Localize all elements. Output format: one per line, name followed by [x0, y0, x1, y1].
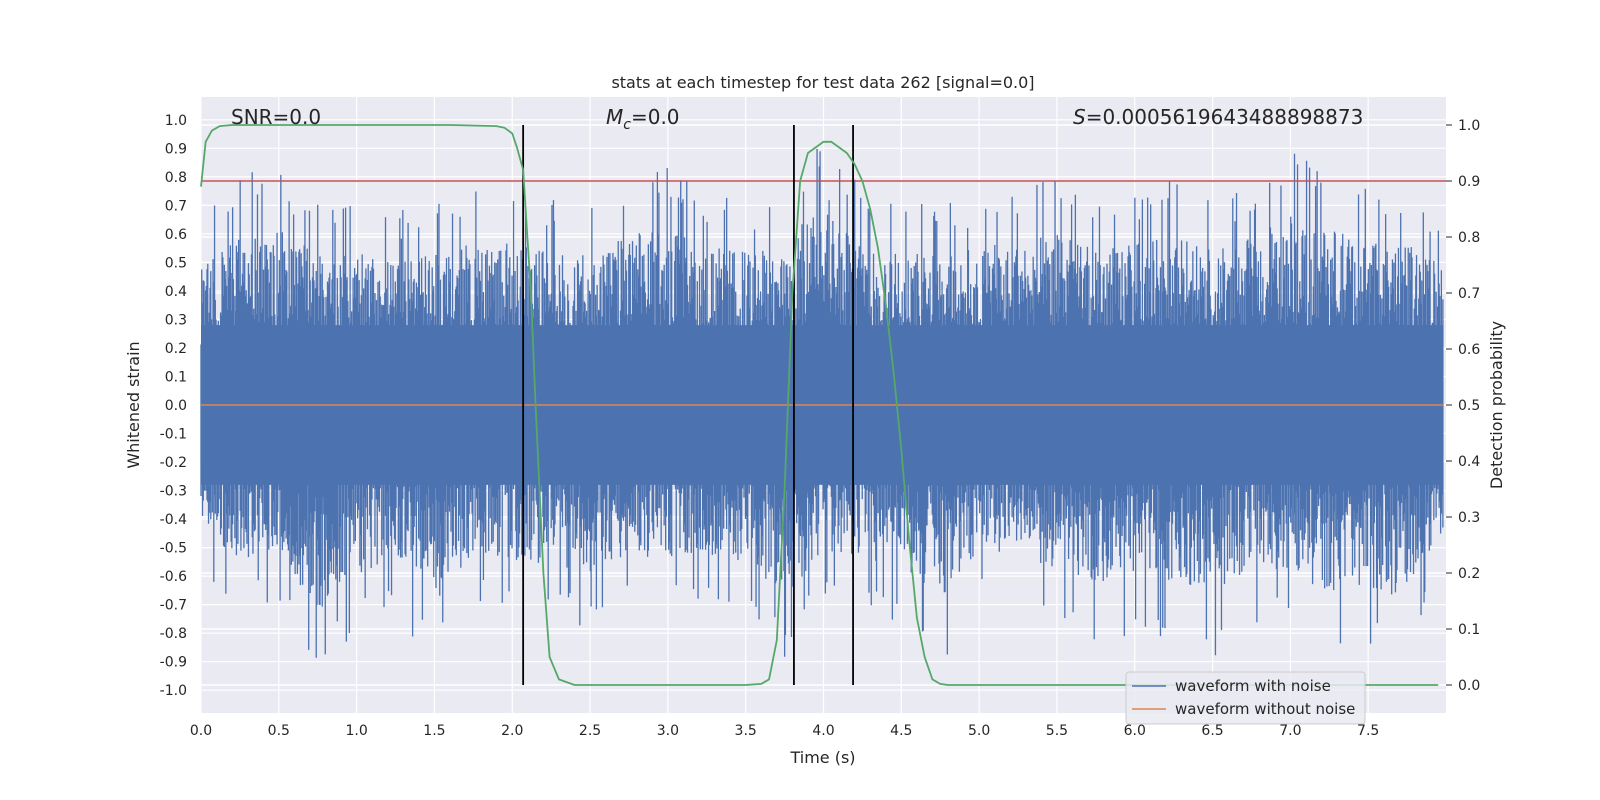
- y-right-tick-label: 0.7: [1458, 286, 1480, 302]
- x-tick-label: 2.5: [579, 723, 601, 739]
- y-tick-label: -0.8: [160, 626, 187, 642]
- y-tick-label: -0.1: [160, 427, 187, 443]
- chirp-mass-annotation: Mc=0.0: [606, 105, 680, 133]
- x-tick-label: 5.5: [1046, 723, 1068, 739]
- y-tick-label: -0.4: [160, 512, 187, 528]
- y-tick-label: 0.7: [165, 198, 187, 214]
- chart-marks: [200, 124, 1446, 686]
- y-tick-label: 0.5: [165, 255, 187, 271]
- chart-title: stats at each timestep for test data 262…: [611, 73, 1034, 92]
- y-tick-label: 0.9: [165, 141, 187, 157]
- legend-box: [1125, 671, 1366, 725]
- y-tick-label: 1.0: [165, 113, 187, 129]
- s-value: =0.0005619643488898873: [1086, 105, 1364, 129]
- y-right-tick-label: 0.6: [1458, 342, 1480, 358]
- x-axis-label: Time (s): [789, 748, 855, 767]
- x-tick-label: 4.5: [890, 723, 912, 739]
- snr-annotation: SNR=0.0: [231, 105, 321, 129]
- x-tick-label: 1.5: [423, 723, 445, 739]
- y-right-tick-label: 0.2: [1458, 566, 1480, 582]
- y-tick-labels: 1.0 0.9 0.8 0.7 0.6 0.5 0.4 0.3 0.2 0.1 0.0 -0.1 -0.…: [160, 113, 187, 699]
- y-tick-label: 0.1: [165, 369, 187, 385]
- chirp-mass-symbol: M: [606, 105, 623, 129]
- chirp-mass-value: =0.0: [631, 105, 680, 129]
- y-tick-label: -0.6: [160, 569, 187, 585]
- legend-label-noise: waveform with noise: [1175, 677, 1331, 695]
- y-tick-label: -0.7: [160, 598, 187, 614]
- y-tick-label: -1.0: [160, 683, 187, 699]
- x-tick-label: 7.5: [1357, 723, 1379, 739]
- y-right-tick-label: 0.9: [1458, 174, 1480, 190]
- x-tick-label: 0.0: [190, 723, 212, 739]
- x-tick-label: 0.5: [268, 723, 290, 739]
- y-right-tick-label: 1.0: [1458, 118, 1480, 134]
- y-tick-label: 0.3: [165, 312, 187, 328]
- x-tick-label: 2.0: [501, 723, 523, 739]
- y-tick-label: 0.8: [165, 170, 187, 186]
- x-tick-label: 3.0: [657, 723, 679, 739]
- y-tick-label: -0.3: [160, 484, 187, 500]
- y-right-tick-label: 0.8: [1458, 230, 1480, 246]
- y-tick-label: 0.6: [165, 227, 187, 243]
- series-detection-probability: [200, 124, 1439, 686]
- s-annotation: S=0.0005619643488898873: [1073, 105, 1363, 129]
- y-axis-label: Whitened strain: [124, 341, 143, 468]
- legend-label-clean: waveform without noise: [1175, 700, 1355, 718]
- y-right-tick-label: 0.0: [1458, 678, 1480, 694]
- y-right-tick-labels: 1.0 0.9 0.8 0.7 0.6 0.5 0.4 0.3 0.2 0.1 0.0: [1446, 118, 1480, 694]
- y-tick-label: 0.0: [165, 398, 187, 414]
- y-right-tick-label: 0.5: [1458, 398, 1480, 414]
- x-tick-label: 6.5: [1201, 723, 1223, 739]
- x-tick-label: 7.0: [1279, 723, 1301, 739]
- y-right-tick-label: 0.3: [1458, 510, 1480, 526]
- y-tick-label: 0.4: [165, 284, 187, 300]
- chirp-mass-subscript: c: [623, 117, 631, 133]
- x-tick-label: 5.0: [968, 723, 990, 739]
- x-tick-labels: 0.0 0.5 1.0 1.5 2.0 2.5 3.0 3.5 4.0 4.5 5.0 5.5 6.0 6…: [190, 723, 1379, 739]
- y-tick-label: -0.5: [160, 541, 187, 557]
- y-tick-label: -0.9: [160, 655, 187, 671]
- s-symbol: S: [1073, 105, 1086, 129]
- y-right-tick-label: 0.1: [1458, 622, 1480, 638]
- x-tick-label: 6.0: [1124, 723, 1146, 739]
- x-tick-label: 4.0: [812, 723, 834, 739]
- y-tick-label: -0.2: [160, 455, 187, 471]
- legend: waveform with noise waveform without noi…: [1125, 671, 1366, 725]
- y-right-tick-label: 0.4: [1458, 454, 1480, 470]
- y-right-axis-label: Detection probability: [1487, 321, 1506, 489]
- y-tick-label: 0.2: [165, 341, 187, 357]
- x-tick-label: 3.5: [735, 723, 757, 739]
- x-tick-label: 1.0: [345, 723, 367, 739]
